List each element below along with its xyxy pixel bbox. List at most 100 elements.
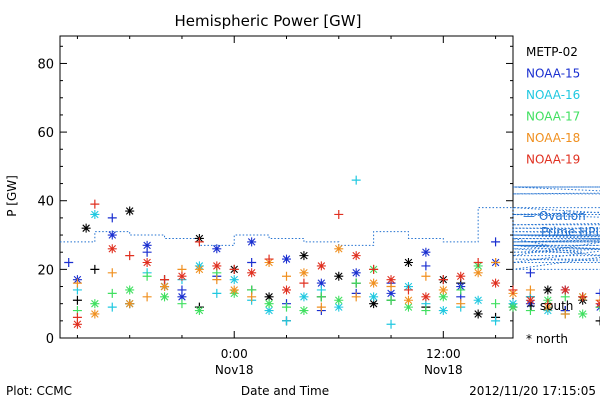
legend-entry: NOAA-18 xyxy=(526,131,580,145)
north-point xyxy=(247,237,257,247)
north-point xyxy=(125,285,135,295)
north-point xyxy=(299,292,309,302)
north-point xyxy=(160,282,170,292)
south-point xyxy=(560,309,570,319)
south-point xyxy=(456,299,466,309)
north-point xyxy=(386,288,396,298)
south-point xyxy=(282,271,291,281)
north-point xyxy=(403,302,413,312)
north-point xyxy=(386,275,396,285)
south-point xyxy=(64,258,74,267)
south-point xyxy=(421,261,431,271)
x-tick-label: Nov18 xyxy=(215,363,254,377)
north-point xyxy=(421,247,431,257)
legend-entry: METP-02 xyxy=(526,45,578,59)
y-tick-label: 0 xyxy=(46,332,54,347)
north-point xyxy=(351,251,361,261)
north-point xyxy=(508,302,518,312)
north-point xyxy=(264,292,274,302)
south-point xyxy=(264,254,274,264)
north-point xyxy=(125,206,135,216)
north-point xyxy=(438,285,448,295)
x-axis-label: Date and Time xyxy=(241,384,329,398)
south-point xyxy=(125,251,135,261)
north-point xyxy=(125,299,135,309)
series-noaa-19 xyxy=(72,199,600,329)
south-point xyxy=(525,306,535,316)
plot-credit: Plot: CCMC xyxy=(6,384,72,398)
south-point xyxy=(299,278,309,288)
south-point xyxy=(90,264,100,274)
north-point xyxy=(351,268,361,278)
south-point xyxy=(107,288,117,298)
south-point xyxy=(212,288,222,298)
north-point xyxy=(90,309,100,319)
south-point xyxy=(316,292,326,302)
south-point xyxy=(282,316,291,326)
y-tick-label: 20 xyxy=(37,263,54,278)
south-point xyxy=(160,275,170,285)
north-point xyxy=(334,244,344,254)
north-point xyxy=(194,306,204,316)
y-tick-label: 40 xyxy=(37,195,54,210)
north-point xyxy=(473,295,483,305)
south-point xyxy=(107,213,117,223)
north-point xyxy=(299,306,309,316)
north-point xyxy=(264,299,274,309)
north-point xyxy=(177,292,187,302)
south-point xyxy=(177,299,187,309)
north-point xyxy=(403,295,413,305)
north-point xyxy=(229,285,239,295)
north-point xyxy=(403,258,413,267)
north-point xyxy=(142,258,152,267)
north-point xyxy=(473,309,483,319)
south-point xyxy=(229,264,239,274)
south-point xyxy=(473,258,483,267)
south-point xyxy=(369,264,379,274)
ovation-series xyxy=(60,186,600,270)
y-tick-label: 60 xyxy=(37,126,54,141)
north-point xyxy=(90,299,100,309)
south-point xyxy=(595,316,600,326)
legend-south: + south xyxy=(526,299,573,313)
south-point xyxy=(491,258,501,267)
north-point xyxy=(229,275,239,285)
north-point xyxy=(438,306,448,316)
north-point xyxy=(107,230,117,240)
south-point xyxy=(282,302,291,312)
north-point xyxy=(334,295,344,305)
north-point xyxy=(264,306,274,316)
south-point xyxy=(386,319,396,329)
north-point xyxy=(316,278,326,288)
south-point xyxy=(491,316,501,326)
north-point xyxy=(491,278,501,288)
south-point xyxy=(525,285,535,295)
timestamp: 2012/11/20 17:15:05 xyxy=(469,384,596,398)
north-point xyxy=(160,292,170,302)
south-point xyxy=(142,292,152,302)
north-point xyxy=(212,261,222,271)
north-point xyxy=(81,223,91,233)
north-point xyxy=(299,268,309,278)
south-point xyxy=(351,292,361,302)
south-point xyxy=(525,268,535,278)
north-point xyxy=(194,264,204,274)
south-point xyxy=(491,299,501,309)
south-point xyxy=(316,302,326,312)
north-point xyxy=(438,292,448,302)
north-point xyxy=(299,251,309,261)
north-point xyxy=(369,278,379,288)
north-point xyxy=(90,209,100,219)
south-point xyxy=(351,278,361,288)
south-point xyxy=(334,209,344,219)
north-point xyxy=(247,268,257,278)
north-point xyxy=(177,271,187,281)
north-point xyxy=(334,302,344,312)
south-point xyxy=(107,268,117,278)
north-point xyxy=(369,292,379,302)
chart-title: Hemispheric Power [GW] xyxy=(175,12,362,30)
south-point xyxy=(212,275,222,285)
south-point xyxy=(491,237,501,247)
south-point xyxy=(508,285,518,295)
south-point xyxy=(403,285,413,295)
